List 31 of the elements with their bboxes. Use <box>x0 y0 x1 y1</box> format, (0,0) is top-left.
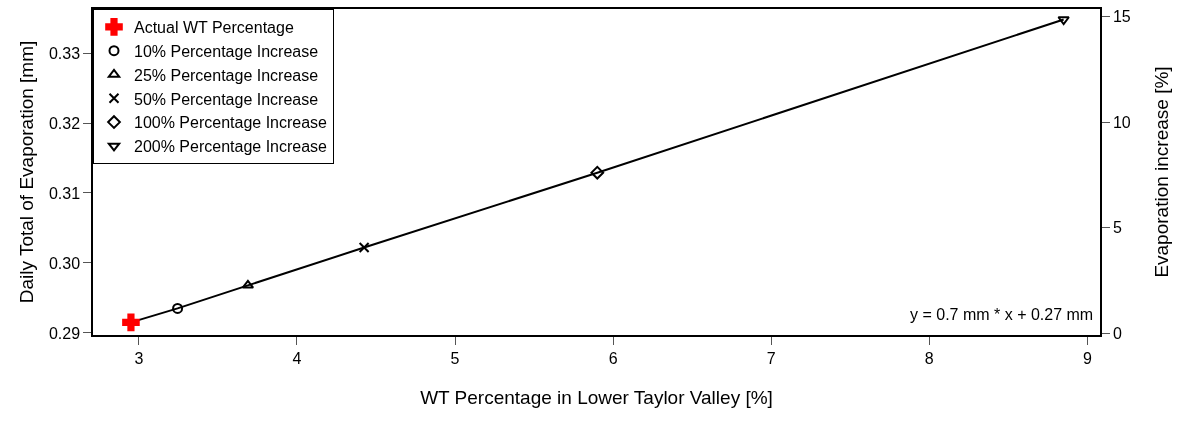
annotation: y = 0.7 mm * x + 0.27 mm <box>910 306 1094 323</box>
y-tick-label: 0.30 <box>48 254 81 272</box>
y-tick-label: 0.32 <box>48 114 81 132</box>
x-tick-label: 4 <box>292 349 302 367</box>
y2-tick-label: 15 <box>1112 8 1131 26</box>
x-tick-label: 6 <box>608 349 618 367</box>
point <box>172 302 184 314</box>
x-tick-label: 8 <box>924 349 934 367</box>
y-tick-label: 0.29 <box>48 324 81 342</box>
y2-tick-label: 0 <box>1112 324 1122 342</box>
point <box>241 279 255 289</box>
x-axis-title: WT Percentage in Lower Taylor Valley [%] <box>420 387 773 409</box>
point <box>590 165 605 180</box>
y2-tick-label: 5 <box>1112 219 1122 237</box>
legend-label: 50% Percentage Increase <box>134 90 319 108</box>
y2-tick-label: 10 <box>1112 113 1131 131</box>
y-tick-label: 0.33 <box>48 44 81 62</box>
y2-axis-title: Evaporation increase [%] <box>1151 66 1173 278</box>
legend-label: 10% Percentage Increase <box>134 42 319 60</box>
y-tick-label: 0.31 <box>48 184 81 202</box>
x-tick-label: 7 <box>766 349 776 367</box>
legend-label: 100% Percentage Increase <box>134 114 328 132</box>
y-axis-title: Daily Total of Evaporation [mm] <box>16 40 38 304</box>
legend-label: 200% Percentage Increase <box>134 138 328 156</box>
point <box>122 313 140 332</box>
legend-label: 25% Percentage Increase <box>134 66 319 84</box>
point <box>358 242 370 254</box>
x-tick-label: 9 <box>1082 349 1092 367</box>
x-tick-label: 3 <box>134 349 144 367</box>
x-tick-label: 5 <box>450 349 460 367</box>
legend-label: Actual WT Percentage <box>134 19 294 37</box>
